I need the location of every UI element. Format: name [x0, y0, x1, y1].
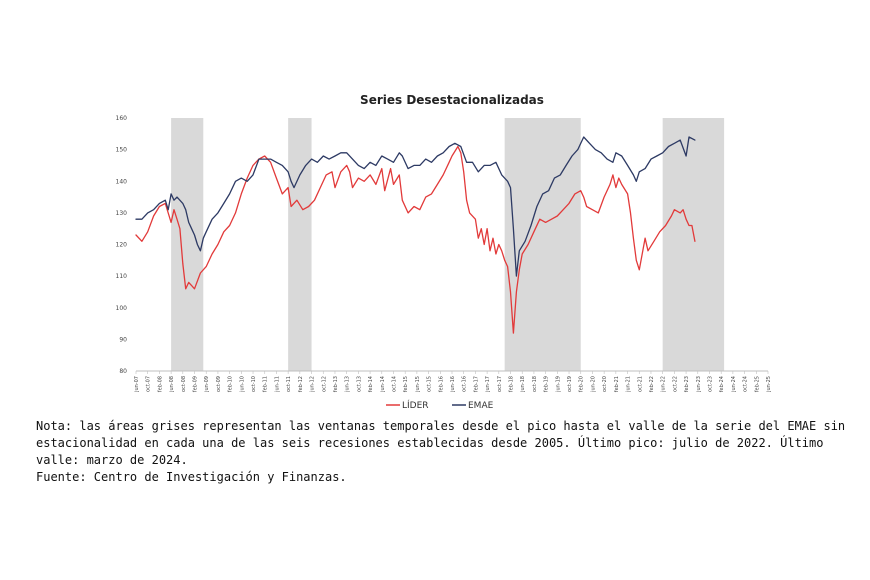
x-tick-label: jun-10	[239, 376, 245, 393]
x-tick-label: oct-13	[356, 376, 362, 392]
x-tick-label: feb-10	[228, 376, 234, 392]
legend: LÍDER EMAE	[386, 399, 494, 410]
x-tick-label: jun-20	[590, 376, 596, 393]
chart-title: Series Desestacionalizadas	[360, 93, 544, 107]
x-tick-label: jun-14	[380, 376, 386, 393]
x-tick-label: jun-25	[766, 376, 772, 393]
x-tick-label: jun-15	[415, 376, 421, 393]
x-tick-label: jun-18	[520, 376, 526, 393]
x-tick-label: feb-17	[473, 376, 479, 392]
chart-notes: Nota: las áreas grises representan las v…	[36, 418, 866, 486]
x-tick-label: oct-07	[146, 376, 152, 392]
x-tick-label: jun-13	[345, 376, 351, 393]
x-tick-label: feb-16	[438, 376, 444, 392]
x-tick-label: oct-11	[286, 376, 292, 392]
x-tick-label: jun-12	[310, 376, 316, 393]
axes: 80 90 100 110 120 130 140 150 160 jun-07 oct-07 feb…	[116, 115, 772, 393]
x-tick-label: oct-24	[743, 376, 749, 392]
x-tick-label: feb-18	[509, 376, 515, 392]
y-tick-label: 140	[116, 178, 128, 185]
recession-band-4	[662, 118, 725, 371]
x-tick-label: jun-21	[626, 376, 632, 393]
x-tick-label: oct-15	[427, 376, 433, 392]
recession-band-3	[504, 118, 581, 371]
y-tick-label: 80	[119, 368, 127, 375]
legend-label: EMAE	[468, 401, 494, 410]
x-tick-label: jun-11	[274, 376, 280, 393]
series-line-l-der	[135, 145, 696, 334]
x-tick-label: oct-19	[567, 376, 573, 392]
y-tick-label: 150	[116, 147, 128, 154]
x-tick-label: jun-17	[485, 376, 491, 393]
x-tick-label: feb-13	[333, 376, 339, 392]
y-tick-label: 110	[116, 273, 128, 280]
x-tick-label: jun-16	[450, 376, 456, 393]
x-tick-label: jun-07	[134, 376, 140, 393]
recession-band-2	[288, 118, 312, 371]
y-tick-label: 130	[116, 210, 128, 217]
x-tick-label: feb-21	[614, 376, 620, 392]
x-tick-label: feb-09	[193, 376, 199, 392]
x-tick-label: jun-09	[204, 376, 210, 393]
x-tick-label: jun-08	[169, 376, 175, 393]
x-tick-label: oct-16	[462, 376, 468, 392]
y-tick-label: 90	[119, 336, 127, 343]
x-tick-label: feb-15	[403, 376, 409, 392]
x-tick-label: oct-18	[532, 376, 538, 392]
chart-area: Series Desestacionalizadas 80 90 100 110 120…	[116, 93, 772, 410]
x-tick-label: feb-14	[368, 376, 374, 392]
legend-label: LÍDER	[402, 399, 429, 410]
series-line-emae	[135, 136, 696, 277]
series-lines	[135, 136, 696, 334]
source-text: Fuente: Centro de Investigación y Finanz…	[36, 470, 347, 484]
x-tick-label: feb-11	[263, 376, 269, 392]
x-tick-label: feb-08	[157, 376, 163, 392]
x-tick-label: oct-22	[672, 376, 678, 392]
y-tick-label: 120	[116, 242, 128, 249]
x-tick-label: oct-08	[181, 376, 187, 392]
x-tick-label: oct-17	[497, 376, 503, 392]
x-tick-label: jun-23	[696, 376, 702, 393]
x-tick-label: feb-25	[754, 376, 760, 392]
recession-bands	[171, 118, 725, 371]
x-tick-label: oct-20	[602, 376, 608, 392]
recession-band-1	[171, 118, 204, 371]
x-tick-label: oct-10	[251, 376, 257, 392]
x-tick-label: feb-19	[544, 376, 550, 392]
x-tick-label: jun-22	[661, 376, 667, 393]
x-tick-label: feb-22	[649, 376, 655, 392]
x-tick-label: oct-21	[637, 376, 643, 392]
y-tick-label: 100	[116, 305, 128, 312]
x-tick-label: feb-20	[579, 376, 585, 392]
x-tick-label: oct-09	[216, 376, 222, 392]
x-tick-label: jun-19	[555, 376, 561, 393]
x-tick-label: oct-14	[391, 376, 397, 392]
y-tick-label: 160	[116, 115, 128, 122]
x-tick-label: feb-23	[684, 376, 690, 392]
note-text: Nota: las áreas grises representan las v…	[36, 419, 846, 467]
x-tick-label: jun-24	[731, 376, 737, 393]
x-tick-label: feb-24	[719, 376, 725, 392]
x-tick-label: oct-23	[707, 376, 713, 392]
x-tick-label: feb-12	[298, 376, 304, 392]
x-tick-label: oct-12	[321, 376, 327, 392]
